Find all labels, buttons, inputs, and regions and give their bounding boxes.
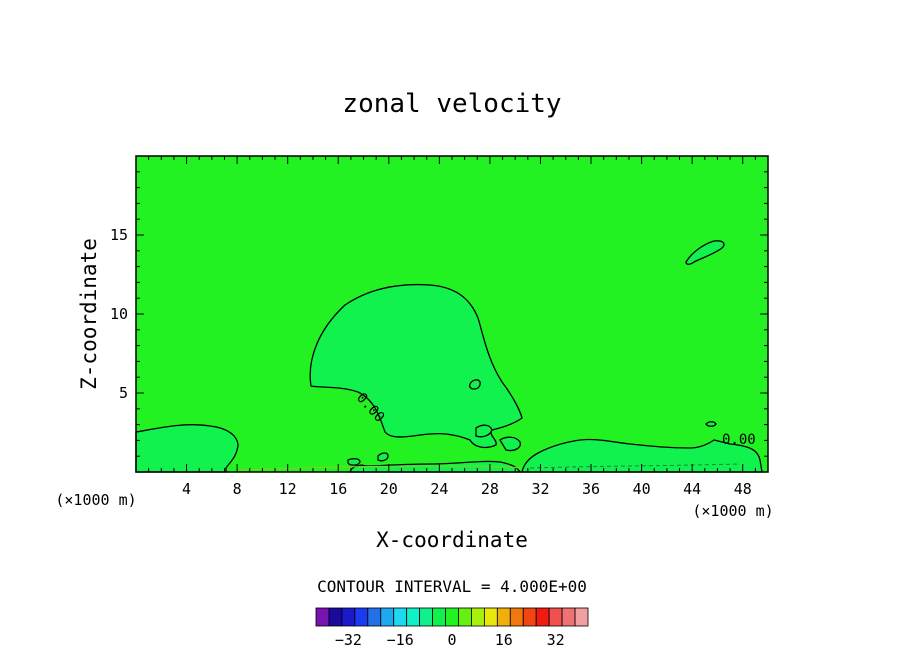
- small-cell-1: [469, 379, 481, 389]
- negative-region-main: [310, 284, 522, 448]
- contour-label: 0.00: [722, 432, 756, 448]
- contour-lines: [135, 240, 763, 473]
- colorbar-swatch: [458, 607, 472, 627]
- lower-band-contour: [239, 465, 521, 471]
- x-tick-label: 8: [233, 480, 242, 498]
- colorbar-swatch: [561, 607, 576, 627]
- negative-region-mid-lower-contour: [349, 460, 522, 473]
- colorbar-swatch: [406, 607, 421, 627]
- colorbar: −32 −16 0 16 32: [315, 607, 589, 649]
- small-cell-1-contour: [468, 379, 481, 390]
- colorbar-swatch: [496, 607, 511, 627]
- colorbar-swatch: [471, 607, 485, 627]
- colorbar-swatch: [548, 607, 563, 627]
- small-cell-5-contour: [347, 458, 361, 466]
- colorbar-swatch: [393, 607, 408, 627]
- negative-region-right-lower: [522, 439, 762, 472]
- colorbar-swatch: [522, 607, 537, 627]
- x-tick-label: 12: [279, 480, 297, 498]
- negative-dashed-contour: [529, 463, 741, 469]
- negative-region-main-contour: [309, 283, 523, 449]
- x-tick-label: 32: [531, 480, 549, 498]
- small-cell-2: [476, 425, 492, 437]
- negative-cell-upper-right: [686, 240, 724, 265]
- contour-interval-text: CONTOUR INTERVAL = 4.000E+00: [317, 577, 587, 596]
- colorbar-swatch: [315, 607, 330, 627]
- colorbar-swatch: [380, 607, 395, 627]
- colorbar-tick-label: −32: [335, 631, 362, 649]
- x-unit-label-right: (×1000 m): [692, 502, 773, 520]
- negative-cell-upper-right-contour: [685, 240, 725, 265]
- x-tick-label: 48: [734, 480, 752, 498]
- y-ticks: 5 10 15: [110, 171, 768, 457]
- colorbar-swatch: [509, 607, 524, 627]
- chart-title: zonal velocity: [342, 89, 561, 119]
- colorbar-tick-label: 32: [547, 631, 565, 649]
- x-tick-label: 20: [380, 480, 398, 498]
- negative-region-left: [136, 424, 238, 472]
- x-tick-label: 4: [182, 480, 191, 498]
- colorbar-swatch: [445, 607, 459, 627]
- y-tick-label: 5: [119, 384, 128, 402]
- x-tick-label: 16: [329, 480, 347, 498]
- small-cell-2-contour: [475, 424, 493, 438]
- x-tick-label: 36: [582, 480, 600, 498]
- x-unit-label-left: (×1000 m): [55, 491, 136, 509]
- x-tick-label: 44: [683, 480, 701, 498]
- colorbar-swatch: [574, 607, 589, 627]
- small-cell-4: [378, 453, 388, 461]
- negative-region-left-contour: [135, 424, 239, 473]
- colorbar-swatch: [367, 607, 382, 627]
- colorbar-tick-label: 16: [495, 631, 513, 649]
- colorbar-tick-label: 0: [447, 631, 456, 649]
- small-cell-4-contour: [377, 452, 389, 462]
- x-tick-label: 24: [430, 480, 448, 498]
- y-axis-label: Z-coordinate: [77, 238, 101, 390]
- x-tick-label: 40: [633, 480, 651, 498]
- colorbar-swatch: [354, 607, 369, 627]
- y-tick-label: 10: [110, 305, 128, 323]
- x-ticks: 4 8 12 16 20 24 28 32 36 40 44 48: [148, 156, 756, 498]
- small-cell-6-contour: [705, 421, 717, 427]
- x-tick-label: 28: [481, 480, 499, 498]
- negative-region-right-lower-contour: [521, 438, 763, 473]
- small-cell-3: [500, 437, 521, 451]
- colorbar-swatch: [483, 607, 498, 627]
- colorbar-swatch: [432, 607, 446, 627]
- contour-regions: [136, 240, 762, 472]
- small-cell-5: [348, 458, 360, 466]
- small-cell-3-contour: [499, 436, 521, 452]
- colorbar-swatch: [535, 607, 550, 627]
- colorbar-swatch: [341, 607, 356, 627]
- y-tick-label: 15: [110, 226, 128, 244]
- colorbar-tick-label: −16: [387, 631, 414, 649]
- colorbar-swatch: [328, 607, 343, 627]
- x-axis-label: X-coordinate: [376, 528, 528, 552]
- colorbar-swatch: [419, 607, 433, 627]
